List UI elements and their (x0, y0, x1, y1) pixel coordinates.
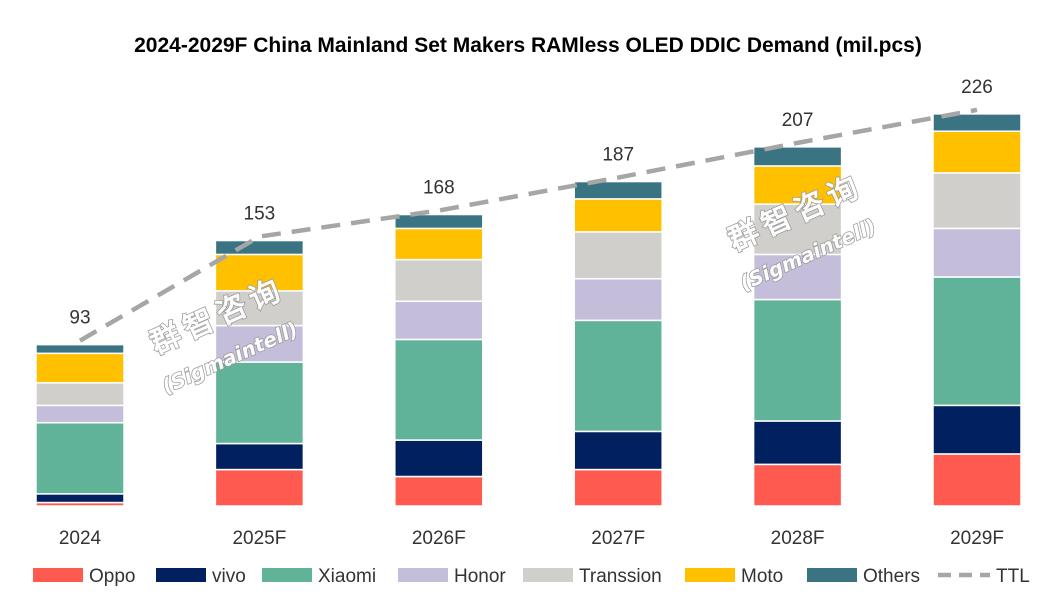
bar-segment-others (214, 239, 305, 256)
legend-swatch (398, 568, 448, 582)
bar-segment-moto (35, 352, 125, 384)
legend-label: Transsion (579, 566, 662, 587)
legend-label: vivo (212, 566, 246, 587)
bar-segment-others (394, 213, 484, 230)
bar-segment-oppo (573, 468, 663, 507)
legend-item-oppo: Oppo (33, 566, 135, 587)
bar-segment-moto (394, 227, 484, 261)
bar-segment-vivo (394, 439, 484, 478)
legend-label: Honor (454, 566, 506, 587)
legend-swatch (807, 568, 857, 582)
bar-segment-honor (394, 300, 484, 341)
total-label: 207 (782, 110, 814, 131)
legend-label: Others (863, 566, 920, 587)
bar-segment-oppo (214, 468, 305, 507)
bar-segment-others (752, 146, 843, 167)
bar-segment-moto (752, 165, 843, 205)
legend-item-transsion: Transsion (523, 566, 662, 587)
legend-item-moto: Moto (685, 566, 783, 587)
category-label: 2027F (591, 528, 645, 549)
bar-segment-oppo (932, 453, 1022, 507)
category-labels-layer: 2024 2025F 2026F 2027F 2028F 2029F (59, 528, 1004, 549)
bar-segment-xiaomi (752, 298, 843, 422)
bar-segment-transsion (35, 382, 125, 407)
legend-swatch (33, 568, 83, 582)
bar-segment-xiaomi (35, 421, 125, 495)
legend-swatch (156, 568, 206, 582)
total-label: 168 (423, 178, 455, 199)
bar-segment-others (932, 113, 1022, 132)
bar-segment-others (35, 343, 125, 355)
legend-swatch (262, 568, 312, 582)
bar-segment-xiaomi (573, 319, 663, 433)
legend-item-others: Others (807, 566, 920, 587)
legend: Oppo vivo Xiaomi Honor Transsion Moto Others TT… (33, 566, 1030, 587)
ttl-line (78, 107, 978, 343)
total-label: 226 (961, 77, 993, 98)
legend-label: Moto (741, 566, 783, 587)
bar-segment-honor (573, 277, 663, 322)
bar-segment-vivo (214, 442, 305, 471)
bar-segment-vivo (752, 420, 843, 466)
bar-segment-transsion (394, 258, 484, 303)
legend-item-xiaomi: Xiaomi (262, 566, 376, 587)
bar-segment-xiaomi (214, 361, 305, 445)
total-label: 187 (602, 145, 634, 166)
bar-segment-moto (932, 130, 1022, 174)
bar-segment-oppo (752, 463, 843, 507)
legend-swatch (523, 568, 573, 582)
legend-item-vivo: vivo (156, 566, 246, 587)
total-labels-layer: 93 153 168 187 207 226 (69, 77, 992, 329)
total-label: 153 (244, 204, 276, 225)
legend-item-ttl: TTL (938, 566, 1030, 587)
bar-segment-transsion (932, 172, 1022, 230)
bar-segment-xiaomi (394, 338, 484, 441)
legend-item-honor: Honor (398, 566, 506, 587)
category-label: 2024 (59, 528, 102, 549)
bar-segment-honor (932, 227, 1022, 278)
chart-title: 2024-2029F China Mainland Set Makers RAM… (134, 34, 922, 57)
category-label: 2025F (232, 528, 286, 549)
bar-segment-honor (35, 404, 125, 424)
bar-segment-transsion (573, 231, 663, 280)
legend-label: Xiaomi (318, 566, 376, 587)
category-label: 2029F (950, 528, 1004, 549)
bar-segment-vivo (932, 404, 1022, 455)
bar-segment-vivo (573, 430, 663, 471)
total-label: 93 (69, 308, 90, 329)
bar-segment-vivo (35, 493, 125, 504)
bar-segment-moto (214, 253, 305, 292)
bar-segment-oppo (394, 475, 484, 507)
legend-swatch (685, 568, 735, 582)
bar-segment-moto (573, 198, 663, 233)
category-label: 2028F (771, 528, 825, 549)
legend-label: Oppo (89, 566, 135, 587)
bar-segment-xiaomi (932, 276, 1022, 407)
legend-label: TTL (996, 566, 1030, 587)
bars-layer (35, 113, 1022, 507)
ttl-line-layer (78, 107, 978, 343)
category-label: 2026F (412, 528, 466, 549)
bar-segment-others (573, 180, 663, 200)
bar-segment-honor (752, 253, 843, 301)
